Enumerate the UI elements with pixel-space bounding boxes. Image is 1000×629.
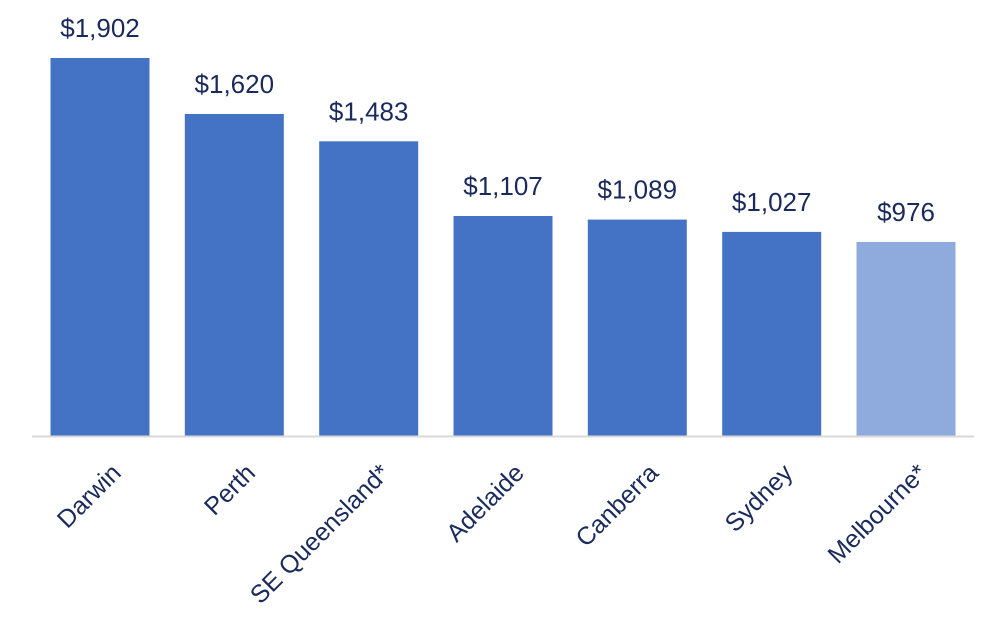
bar-darwin [50, 58, 150, 436]
x-tick-label: Perth [199, 459, 261, 521]
value-labels-group: $1,902 $1,620 $1,483 $1,107 $1,089 $1,027 $976 [60, 13, 935, 227]
x-tick-label: Canberra [570, 459, 664, 553]
x-tick-label: Darwin [52, 459, 127, 534]
value-label: $976 [877, 197, 935, 227]
value-label: $1,620 [195, 69, 275, 99]
bars-group [50, 58, 956, 437]
x-tick-label: SE Queensland* [245, 459, 396, 610]
bar-melbourne [856, 242, 956, 436]
value-label: $1,089 [598, 175, 678, 205]
value-label: $1,902 [60, 13, 140, 43]
x-tick-label: Adelaide [441, 459, 530, 548]
bar-adelaide [453, 216, 553, 436]
value-label: $1,027 [732, 187, 812, 217]
x-tick-label: Sydney [720, 459, 799, 538]
value-label: $1,483 [329, 96, 409, 126]
value-label: $1,107 [463, 171, 543, 201]
bar-canberra [587, 219, 687, 436]
bar-se-queensland [319, 141, 419, 437]
x-tick-label: Melbourne* [822, 459, 932, 569]
bar-sydney [722, 231, 822, 436]
bar-perth [184, 114, 284, 436]
